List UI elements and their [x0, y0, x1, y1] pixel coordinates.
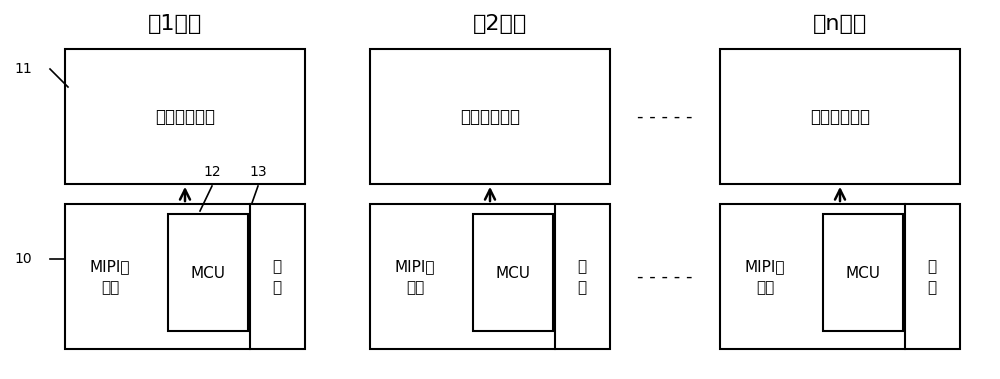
Text: 接
口: 接 口: [577, 259, 587, 295]
Text: 12: 12: [203, 165, 221, 179]
Text: 13: 13: [249, 165, 267, 179]
Text: MCU: MCU: [846, 266, 881, 280]
Text: MCU: MCU: [496, 266, 530, 280]
Text: - - - - -: - - - - -: [637, 108, 693, 126]
Text: 10: 10: [14, 252, 32, 266]
Text: 第2机种: 第2机种: [473, 14, 527, 34]
Text: MIPI信
号板: MIPI信 号板: [745, 259, 785, 295]
Text: MIPI信
号板: MIPI信 号板: [90, 259, 130, 295]
Text: 第1机种: 第1机种: [148, 14, 202, 34]
Text: 液晶显示模组: 液晶显示模组: [155, 108, 215, 126]
Text: 接
口: 接 口: [272, 259, 282, 295]
Text: 第n机种: 第n机种: [813, 14, 867, 34]
Text: 11: 11: [14, 62, 32, 76]
Text: 接
口: 接 口: [927, 259, 937, 295]
Text: - - - - -: - - - - -: [637, 268, 693, 286]
Text: MIPI信
号板: MIPI信 号板: [395, 259, 435, 295]
Text: MCU: MCU: [190, 266, 226, 280]
Text: 液晶显示模组: 液晶显示模组: [460, 108, 520, 126]
Text: 液晶显示模组: 液晶显示模组: [810, 108, 870, 126]
